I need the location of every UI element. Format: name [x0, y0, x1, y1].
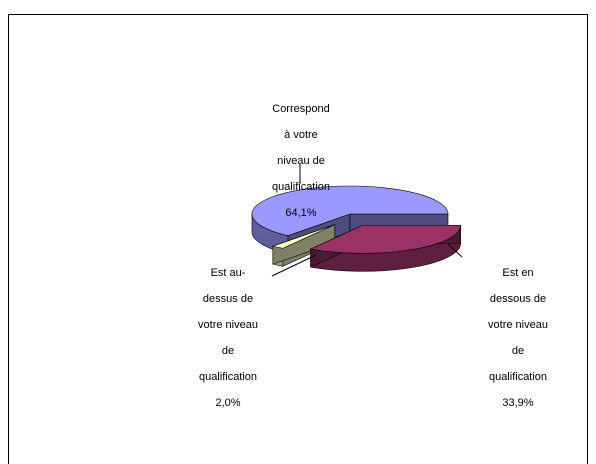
slice-label-au-dessus: Est au- dessus de votre niveau de qualif… — [188, 254, 268, 423]
pie-chart — [251, 164, 463, 277]
slice-label-correspond: Correspond à votre niveau de qualificati… — [256, 90, 346, 233]
pie-slice-en-dessous — [309, 225, 461, 254]
slice-value-en-dessous: 33,9% — [502, 397, 534, 409]
slice-label-en-dessous: Est en dessous de votre niveau de qualif… — [478, 254, 558, 423]
pie-slice-au-dessus — [271, 224, 335, 249]
slice-value-au-dessus: 2,0% — [215, 397, 241, 409]
leader-line-au-dessus — [271, 254, 317, 277]
slice-value-correspond: 64,1% — [285, 207, 317, 219]
leader-line-en-dessous — [447, 243, 463, 258]
pie-slice-correspond — [251, 185, 449, 236]
